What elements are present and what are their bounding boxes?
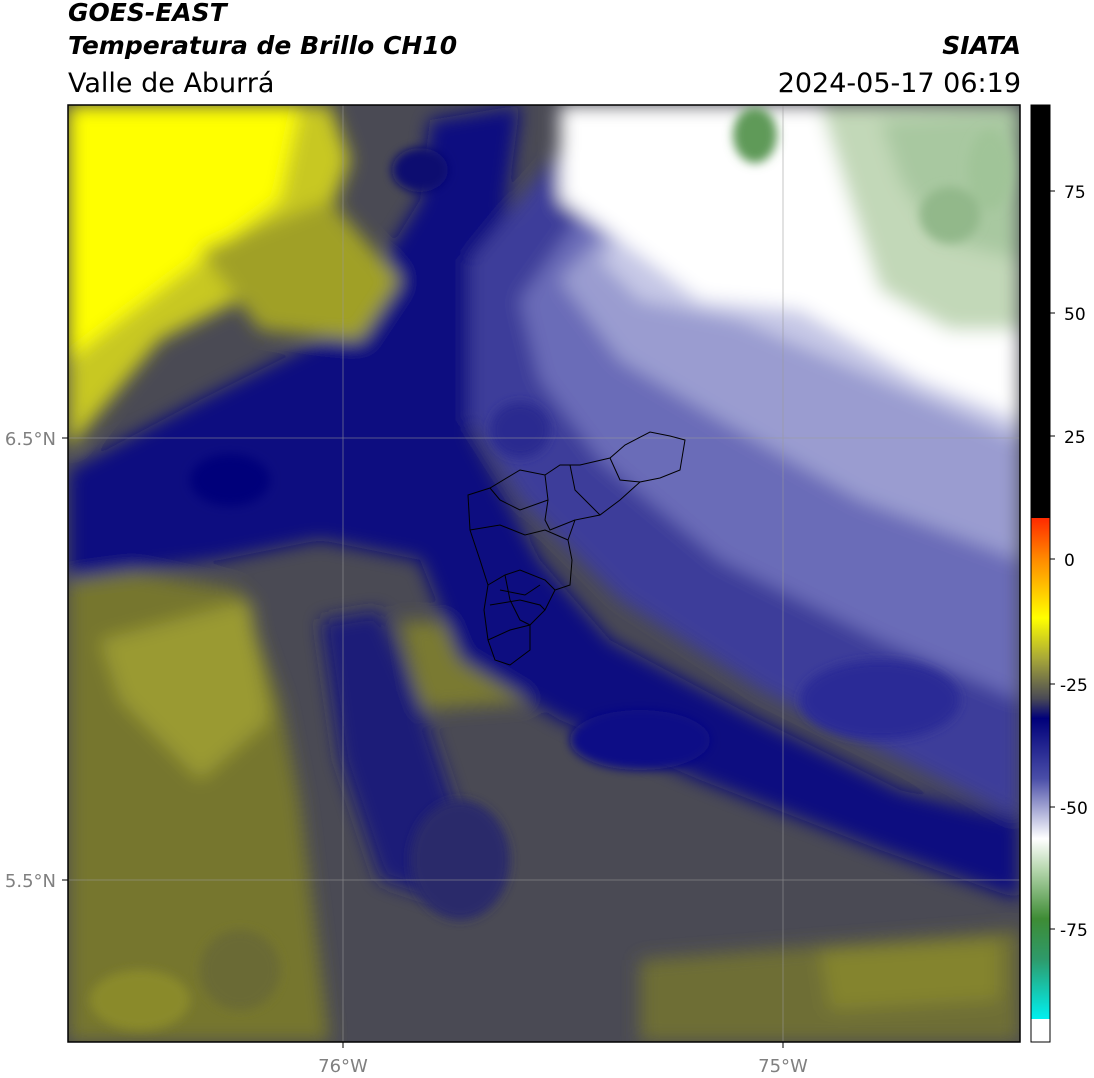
colorbar-tick-label: 0 (1064, 551, 1075, 571)
map-frame (67, 104, 1021, 1043)
colorbar-tick-label: 75 (1064, 183, 1086, 203)
organization-label: SIATA (942, 31, 1021, 60)
white-region-north (560, 105, 1020, 420)
lon-tick-label: 75°W (758, 1056, 808, 1077)
colorbar-tick-label: -75 (1060, 921, 1088, 941)
navy-band (68, 105, 1020, 900)
lat-tick-label: 5.5°N (5, 871, 56, 892)
product-title: Temperatura de Brillo CH10 (68, 31, 458, 60)
graticule (68, 105, 1020, 1042)
temperature-field (68, 105, 1020, 1042)
satellite-title: GOES-EAST (68, 0, 227, 27)
colorbar-tick-label: 50 (1064, 305, 1086, 325)
municipal-boundaries (467, 431, 686, 666)
region-label: Valle de Aburrá (68, 68, 275, 99)
lat-tick-label: 6.5°N (5, 429, 56, 450)
colorbar: 75 50 25 0 -25 -50 -75 (1030, 104, 1088, 1043)
colorbar-tick-label: -50 (1060, 799, 1088, 819)
datetime-label: 2024-05-17 06:19 (777, 68, 1021, 99)
colorbar-tick-label: 25 (1064, 428, 1086, 448)
lon-tick-label: 76°W (318, 1056, 368, 1077)
colorbar-tick-label: -25 (1060, 676, 1088, 696)
